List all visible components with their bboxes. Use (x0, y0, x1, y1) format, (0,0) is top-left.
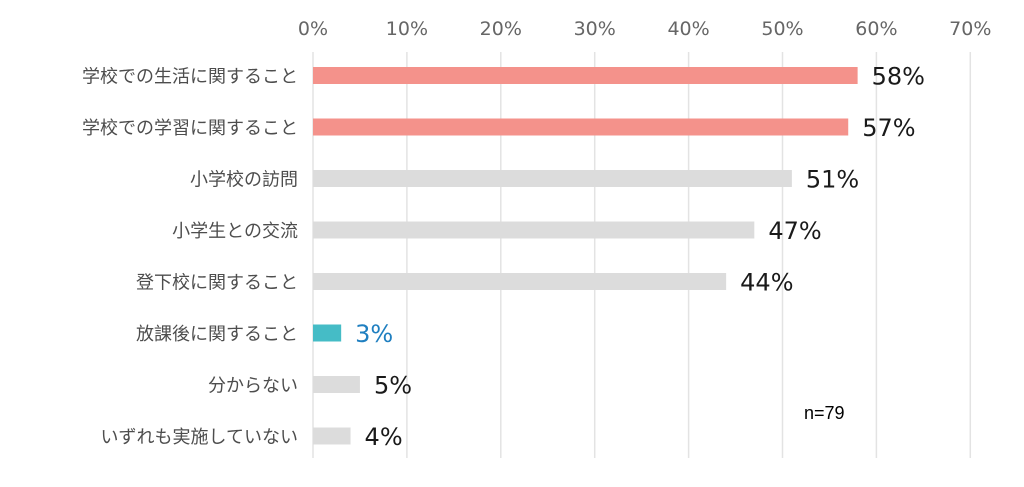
bar (313, 67, 858, 84)
category-label: 学校での生活に関すること (82, 67, 298, 88)
data-label: 44% (740, 269, 793, 297)
x-tick-label: 70% (949, 18, 991, 40)
data-label: 47% (768, 217, 821, 245)
value-labels: 58% 57%51% 47% 44% 3% 5% 4% (355, 63, 925, 452)
x-axis-ticks: 0% 10% 20% 30% 40% 50% 60% 70% (298, 18, 991, 40)
x-tick-label: 60% (855, 18, 897, 40)
data-label: 58% (872, 63, 925, 91)
category-labels: 学校での生活に関すること学校での学習に関すること小学校の訪問小学生との交流登下校… (82, 67, 298, 449)
data-label: 51% (806, 166, 859, 194)
bar (313, 170, 792, 187)
category-label: 放課後に関すること (136, 324, 298, 345)
bar (313, 324, 342, 342)
sample-size-note: n=79 (804, 403, 845, 423)
category-label: 学校での学習に関すること (82, 118, 298, 139)
bar (313, 376, 360, 393)
category-label: 小学校の訪問 (190, 170, 298, 191)
data-label: 3% (355, 320, 393, 348)
data-label: 5% (374, 372, 412, 400)
category-label: 小学生との交流 (172, 221, 298, 242)
category-label: 登下校に関すること (136, 273, 298, 294)
category-label: 分からない (208, 376, 298, 397)
bar (313, 273, 727, 290)
data-label: 57% (862, 114, 915, 142)
x-tick-label: 40% (667, 18, 709, 40)
x-tick-label: 50% (761, 18, 803, 40)
x-tick-label: 30% (574, 18, 616, 40)
data-label: 4% (365, 423, 403, 451)
x-tick-label: 20% (480, 18, 522, 40)
x-tick-label: 0% (298, 18, 328, 40)
bars (313, 67, 858, 445)
bar (313, 118, 849, 136)
bar (313, 427, 351, 445)
x-tick-label: 10% (386, 18, 428, 40)
bar (313, 221, 755, 239)
category-label: いずれも実施していない (101, 427, 298, 448)
